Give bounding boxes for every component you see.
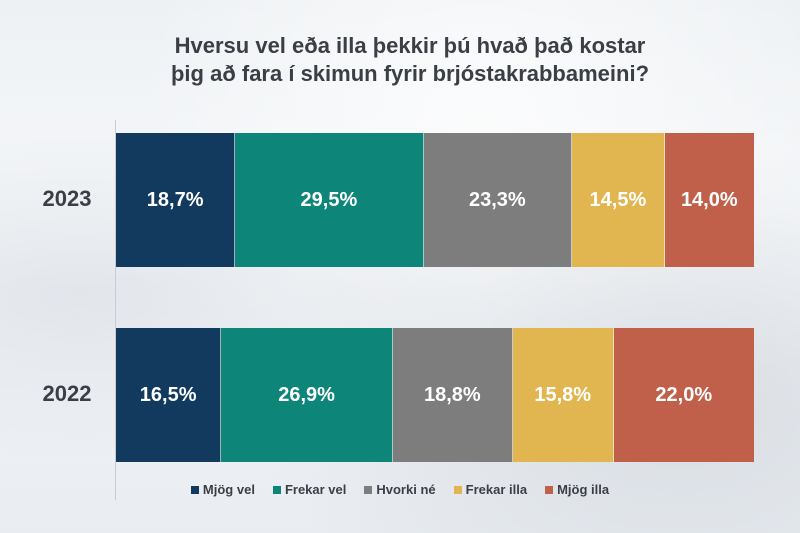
data-label: 29,5% — [300, 188, 358, 211]
legend-item: Mjög vel — [190, 482, 255, 497]
data-label: 15,8% — [534, 383, 592, 406]
bar-segment-2022-mjög-illa: 22,0% — [613, 328, 754, 462]
category-label-2023: 2023 — [42, 186, 92, 211]
bar-segment-2023-frekar-vel: 29,5% — [235, 133, 424, 267]
bar-segment-2023-mjög-vel: 18,7% — [116, 133, 236, 267]
chart-title-line-1: Hversu vel eða illa þekkir þú hvað það k… — [174, 33, 646, 58]
legend-label: Mjög vel — [202, 482, 255, 497]
legend-item: Mjög illa — [545, 482, 609, 497]
legend: Mjög vel Frekar vel Hvorki né Frekar illa Mj… — [0, 482, 800, 497]
legend-item: Frekar illa — [453, 482, 528, 497]
chart-title-line-2: þig að fara í skimun fyrir brjóstakrabba… — [170, 61, 650, 86]
category-label-2022: 2022 — [42, 381, 92, 406]
bar-segment-2023-mjög-illa: 14,0% — [664, 133, 754, 267]
legend-item: Frekar vel — [272, 482, 347, 497]
legend-label: Hvorki né — [376, 482, 436, 497]
bar-segment-2023-frekar-illa: 14,5% — [572, 133, 665, 267]
bar-segment-2022-frekar-illa: 15,8% — [512, 328, 614, 462]
data-label: 14,0% — [680, 188, 738, 211]
data-label: 23,3% — [468, 188, 526, 211]
bar-row-2022: 16,5% 26,9% 18,8% 15,8% 22,0% — [116, 328, 754, 462]
legend-label: Mjög illa — [557, 482, 610, 497]
data-label: 14,5% — [589, 188, 647, 211]
legend-swatch — [545, 485, 554, 494]
data-label: 16,5% — [139, 383, 197, 406]
chart-title: Hversu vel eða illa þekkir þú hvað það k… — [90, 32, 730, 88]
data-label: 18,8% — [423, 383, 481, 406]
y-axis-line — [115, 120, 116, 500]
data-label: 26,9% — [278, 383, 335, 406]
legend-swatch — [453, 485, 462, 494]
legend-swatch — [272, 485, 281, 494]
legend-swatch — [364, 485, 373, 494]
bar-segment-2022-hvorki-né: 18,8% — [392, 328, 513, 462]
bar-row-2023: 18,7% 29,5% 23,3% 14,5% 14,0% — [116, 133, 754, 267]
bar-segment-2022-frekar-vel: 26,9% — [221, 328, 393, 462]
legend-item: Hvorki né — [364, 482, 436, 497]
legend-label: Frekar illa — [465, 482, 528, 497]
data-label: 22,0% — [655, 383, 713, 406]
bar-segment-2022-mjög-vel: 16,5% — [116, 328, 222, 462]
legend-swatch — [190, 485, 199, 494]
data-label: 18,7% — [146, 188, 204, 211]
bar-segment-2023-hvorki-né: 23,3% — [423, 133, 573, 267]
legend-label: Frekar vel — [284, 482, 347, 497]
